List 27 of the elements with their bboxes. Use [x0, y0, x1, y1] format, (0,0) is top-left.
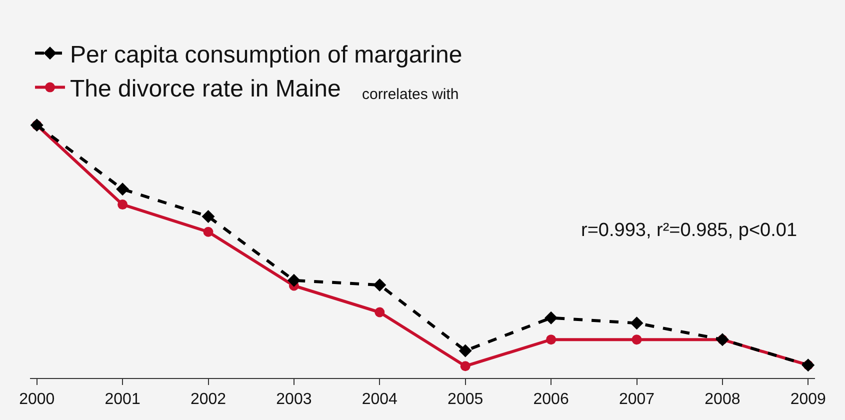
point [287, 274, 300, 287]
point [374, 307, 385, 318]
x-tick-label: 2003 [276, 391, 312, 408]
point [373, 278, 386, 292]
point [202, 210, 215, 223]
x-tick-label: 2008 [704, 391, 740, 408]
annotation: r=0.993, r²=0.985, p<0.01 [581, 220, 798, 241]
legend-label: Per capita consumption of margarine [70, 41, 462, 68]
legend-label: The divorce rate in Maine [70, 76, 341, 103]
x-tick-label: 2004 [362, 391, 398, 408]
x-tick-label: 2002 [190, 391, 226, 408]
point [460, 361, 470, 372]
point [116, 182, 130, 196]
x-tick-label: 2009 [790, 391, 826, 408]
point [546, 334, 556, 345]
point [632, 334, 642, 345]
point [118, 200, 128, 210]
point [544, 311, 558, 324]
x-tick-label: 2001 [104, 391, 140, 408]
x-tick-label: 2005 [448, 391, 484, 408]
point [630, 316, 644, 330]
point [203, 226, 214, 237]
x-tick-label: 2006 [533, 391, 569, 408]
x-tick-label: 2000 [19, 391, 55, 408]
text: correlates with [362, 86, 459, 103]
point [458, 344, 472, 358]
x-tick-label: 2007 [618, 391, 655, 408]
